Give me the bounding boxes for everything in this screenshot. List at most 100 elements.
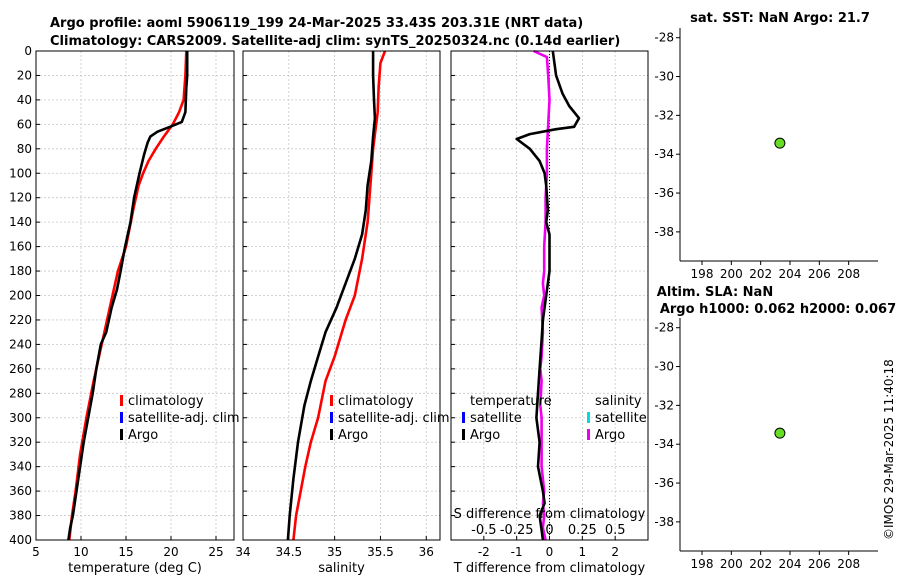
- diff-s-axis-label: S difference from climatology: [454, 507, 646, 522]
- sla-map-y-tick-label: -28: [654, 321, 674, 335]
- temp-legend-swatch: [120, 412, 123, 423]
- y-tick-label: 340: [9, 460, 32, 474]
- temp-legend-label: climatology: [128, 394, 204, 409]
- sst-map-title: sat. SST: NaN Argo: 21.7: [690, 11, 870, 26]
- diff-s-tick-label: 0.25: [568, 523, 597, 538]
- x-tick-label: 1: [579, 545, 587, 559]
- y-tick-label: 100: [9, 166, 32, 180]
- axes-frame: [450, 50, 649, 541]
- sst-map-y-tick-label: -32: [654, 108, 674, 122]
- sst-map-x-tick-label: 208: [837, 267, 860, 281]
- temp-legend-label: Argo: [128, 428, 158, 443]
- sla-map-subtitle: Argo h1000: 0.062 h2000: 0.067: [660, 302, 896, 317]
- x-tick-label: 2: [611, 545, 619, 559]
- y-tick-label: 240: [9, 337, 32, 351]
- y-tick-label: 180: [9, 264, 32, 278]
- y-tick-label: 160: [9, 240, 32, 254]
- series-line-climatology: [292, 50, 387, 541]
- diff-legend-temperature-label: satellite: [470, 411, 522, 426]
- sst-map-y-tick-label: -28: [654, 31, 674, 45]
- y-tick-label: 40: [17, 93, 32, 107]
- temperature-panel: 5 10 15 20 25 0 20 40 60 80 100 120 140 160 180 200 220 2…: [9, 44, 240, 576]
- sla-map-float-position-marker: [774, 427, 786, 439]
- y-tick-label: 300: [9, 411, 32, 425]
- x-tick-label: 25: [208, 545, 223, 559]
- x-tick-label: -1: [511, 545, 523, 559]
- x-tick-label: 0: [546, 545, 554, 559]
- copyright-text: ©IMOS 29-Mar-2025 11:40:18: [882, 359, 896, 540]
- y-tick-label: 400: [9, 533, 32, 547]
- temp-legend-label: satellite-adj. clim: [128, 411, 240, 426]
- sst-map-x-tick-label: 204: [779, 267, 802, 281]
- series-line-argo: [286, 51, 377, 541]
- sla-map-x-tick-label: 198: [691, 557, 714, 571]
- sla-map-y-tick-label: -38: [654, 515, 674, 529]
- sst-map-x-tick-label: 206: [808, 267, 831, 281]
- sla-map-x-tick-label: 202: [749, 557, 772, 571]
- sla-map-x-tick-label: 208: [837, 557, 860, 571]
- x-tick-label: 15: [118, 545, 133, 559]
- sst-map-y-tick-label: -34: [654, 147, 674, 161]
- x-tick-label: 20: [163, 545, 178, 559]
- sal-legend-label: Argo: [338, 428, 368, 443]
- sst-map-y-tick-label: -38: [654, 225, 674, 239]
- sla-map-x-tick-label: 204: [779, 557, 802, 571]
- sla-map-title: Altim. SLA: NaN: [657, 285, 773, 300]
- diff-legend-salinity-label: Argo: [595, 428, 625, 443]
- x-tick-label: 35.5: [367, 545, 394, 559]
- sst-map-y-tick-label: -30: [654, 70, 674, 84]
- sla-map-y-tick-label: -34: [654, 437, 674, 451]
- sla-map-x-tick-label: 200: [720, 557, 743, 571]
- figure-title-line2: Climatology: CARS2009. Satellite-adj cli…: [50, 34, 620, 49]
- series-line-argo: [67, 51, 189, 541]
- sst-map-x-tick-label: 202: [749, 267, 772, 281]
- x-tick-label: -2: [478, 545, 490, 559]
- sal-legend-swatch: [330, 412, 333, 423]
- diff-legend-temperature-swatch: [462, 429, 465, 440]
- y-tick-label: 380: [9, 509, 32, 523]
- y-tick-label: 360: [9, 484, 32, 498]
- series-line-temperature-argo: [515, 50, 581, 541]
- diff-legend-salinity-swatch: [587, 429, 590, 440]
- sla-map-y-tick-label: -36: [654, 476, 674, 490]
- x-tick-label: 34.5: [275, 545, 302, 559]
- axes-frame: [242, 50, 441, 541]
- sla-map-x-tick-label: 206: [808, 557, 831, 571]
- temp-legend-swatch: [120, 395, 123, 406]
- diff-s-tick-label: 0: [545, 523, 553, 538]
- diff-s-tick-label: -0.5: [471, 523, 496, 538]
- y-tick-label: 120: [9, 191, 32, 205]
- y-tick-label: 60: [17, 117, 32, 131]
- x-tick-label: 34: [235, 545, 250, 559]
- sla-map-y-tick-label: -32: [654, 398, 674, 412]
- x-axis-label: salinity: [318, 561, 365, 576]
- diff-legend-temperature-title: temperature: [470, 394, 552, 409]
- diff-s-tick-label: 0.5: [605, 523, 626, 538]
- y-tick-label: 80: [17, 142, 32, 156]
- y-tick-label: 220: [9, 313, 32, 327]
- diff-legend-salinity-label: satellite: [595, 411, 647, 426]
- y-tick-label: 0: [24, 44, 32, 58]
- figure-title-line1: Argo profile: aoml 5906119_199 24-Mar-20…: [50, 16, 583, 31]
- diff-legend-temperature-swatch: [462, 412, 465, 423]
- sla-map-y-tick-label: -30: [654, 360, 674, 374]
- axes-frame: [35, 50, 235, 541]
- diff-s-tick-label: -0.25: [500, 523, 534, 538]
- diff-legend-salinity-swatch: [587, 412, 590, 423]
- sst-map-panel: -28 -30 -32 -34 -36 -38 198 200 202 204 206 208: [654, 28, 878, 281]
- sst-map-x-tick-label: 198: [691, 267, 714, 281]
- sal-legend-label: satellite-adj. clim: [338, 411, 450, 426]
- y-tick-label: 140: [9, 215, 32, 229]
- sal-legend-swatch: [330, 429, 333, 440]
- x-tick-label: 5: [32, 545, 40, 559]
- y-tick-label: 260: [9, 362, 32, 376]
- sla-map-panel: -28 -30 -32 -34 -36 -38 198 200 202 204 206 208: [654, 318, 878, 571]
- y-tick-label: 20: [17, 68, 32, 82]
- sst-map-x-tick-label: 200: [720, 267, 743, 281]
- y-tick-label: 320: [9, 435, 32, 449]
- x-axis-label: T difference from climatology: [453, 561, 646, 576]
- diff-legend-salinity-title: salinity: [595, 394, 642, 409]
- salinity-panel: 34 34.5 35 35.5 36 salinity climatology satelli…: [235, 50, 450, 576]
- x-tick-label: 35: [327, 545, 342, 559]
